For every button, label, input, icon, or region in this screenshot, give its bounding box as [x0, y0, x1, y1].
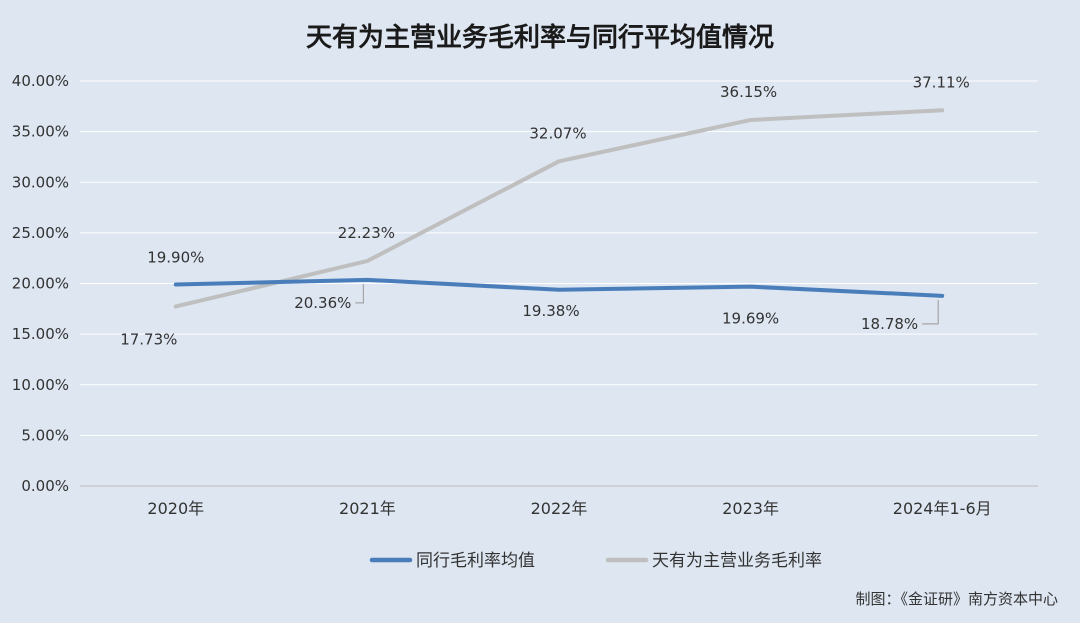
x-tick-label: 2023年: [722, 499, 779, 518]
leader-lines: [355, 283, 939, 325]
grid-layer: [80, 80, 1038, 487]
series-layer: [173, 108, 945, 309]
y-tick-label: 40.00%: [12, 72, 69, 90]
y-tick-label: 35.00%: [12, 123, 69, 141]
x-tick-label: 2022年: [531, 499, 588, 518]
x-tick-label: 2024年1-6月: [893, 499, 992, 518]
source-note: 制图：《金证研》南方资本中心: [855, 590, 1058, 608]
x-axis-ticks: 2020年 2021年 2022年 2023年 2024年1-6月: [147, 499, 991, 518]
y-tick-label: 15.00%: [12, 325, 69, 343]
series-line-tianyouwei: [173, 108, 945, 309]
data-labels: 19.90% 20.36% 19.38% 19.69% 18.78% 17.73% 22.2…: [120, 73, 970, 348]
chart-title: 天有为主营业务毛利率与同行平均值情况: [306, 22, 774, 53]
y-tick-label: 25.00%: [12, 224, 69, 242]
leader-line: [922, 299, 939, 325]
y-tick-label: 30.00%: [12, 173, 69, 191]
leader-line: [355, 283, 364, 304]
data-label-tianyouwei: 36.15%: [720, 83, 777, 101]
series-line-peer-average: [173, 277, 945, 298]
legend-label-tianyouwei: 天有为主营业务毛利率: [652, 551, 822, 571]
data-label-peer-average: 19.69%: [722, 310, 779, 328]
y-tick-label: 5.00%: [21, 426, 69, 444]
data-label-tianyouwei: 37.11%: [913, 73, 970, 91]
y-tick-label: 0.00%: [21, 477, 69, 495]
y-tick-label: 10.00%: [12, 376, 69, 394]
data-label-tianyouwei: 32.07%: [529, 124, 586, 142]
data-label-peer-average: 19.90%: [147, 249, 204, 267]
y-tick-label: 20.00%: [12, 275, 69, 293]
data-label-tianyouwei: 22.23%: [338, 224, 395, 242]
data-label-peer-average: 18.78%: [861, 315, 918, 333]
legend-label-peer-average: 同行毛利率均值: [416, 551, 535, 571]
data-label-tianyouwei: 17.73%: [120, 330, 177, 348]
legend: 同行毛利率均值 天有为主营业务毛利率: [369, 551, 822, 571]
data-label-peer-average: 20.36%: [294, 294, 351, 312]
x-tick-label: 2021年: [339, 499, 396, 518]
x-tick-label: 2020年: [147, 499, 204, 518]
y-axis-ticks: 0.00% 5.00% 10.00% 15.00% 20.00% 25.00% 30.00%…: [12, 72, 69, 495]
data-label-peer-average: 19.38%: [522, 302, 579, 320]
